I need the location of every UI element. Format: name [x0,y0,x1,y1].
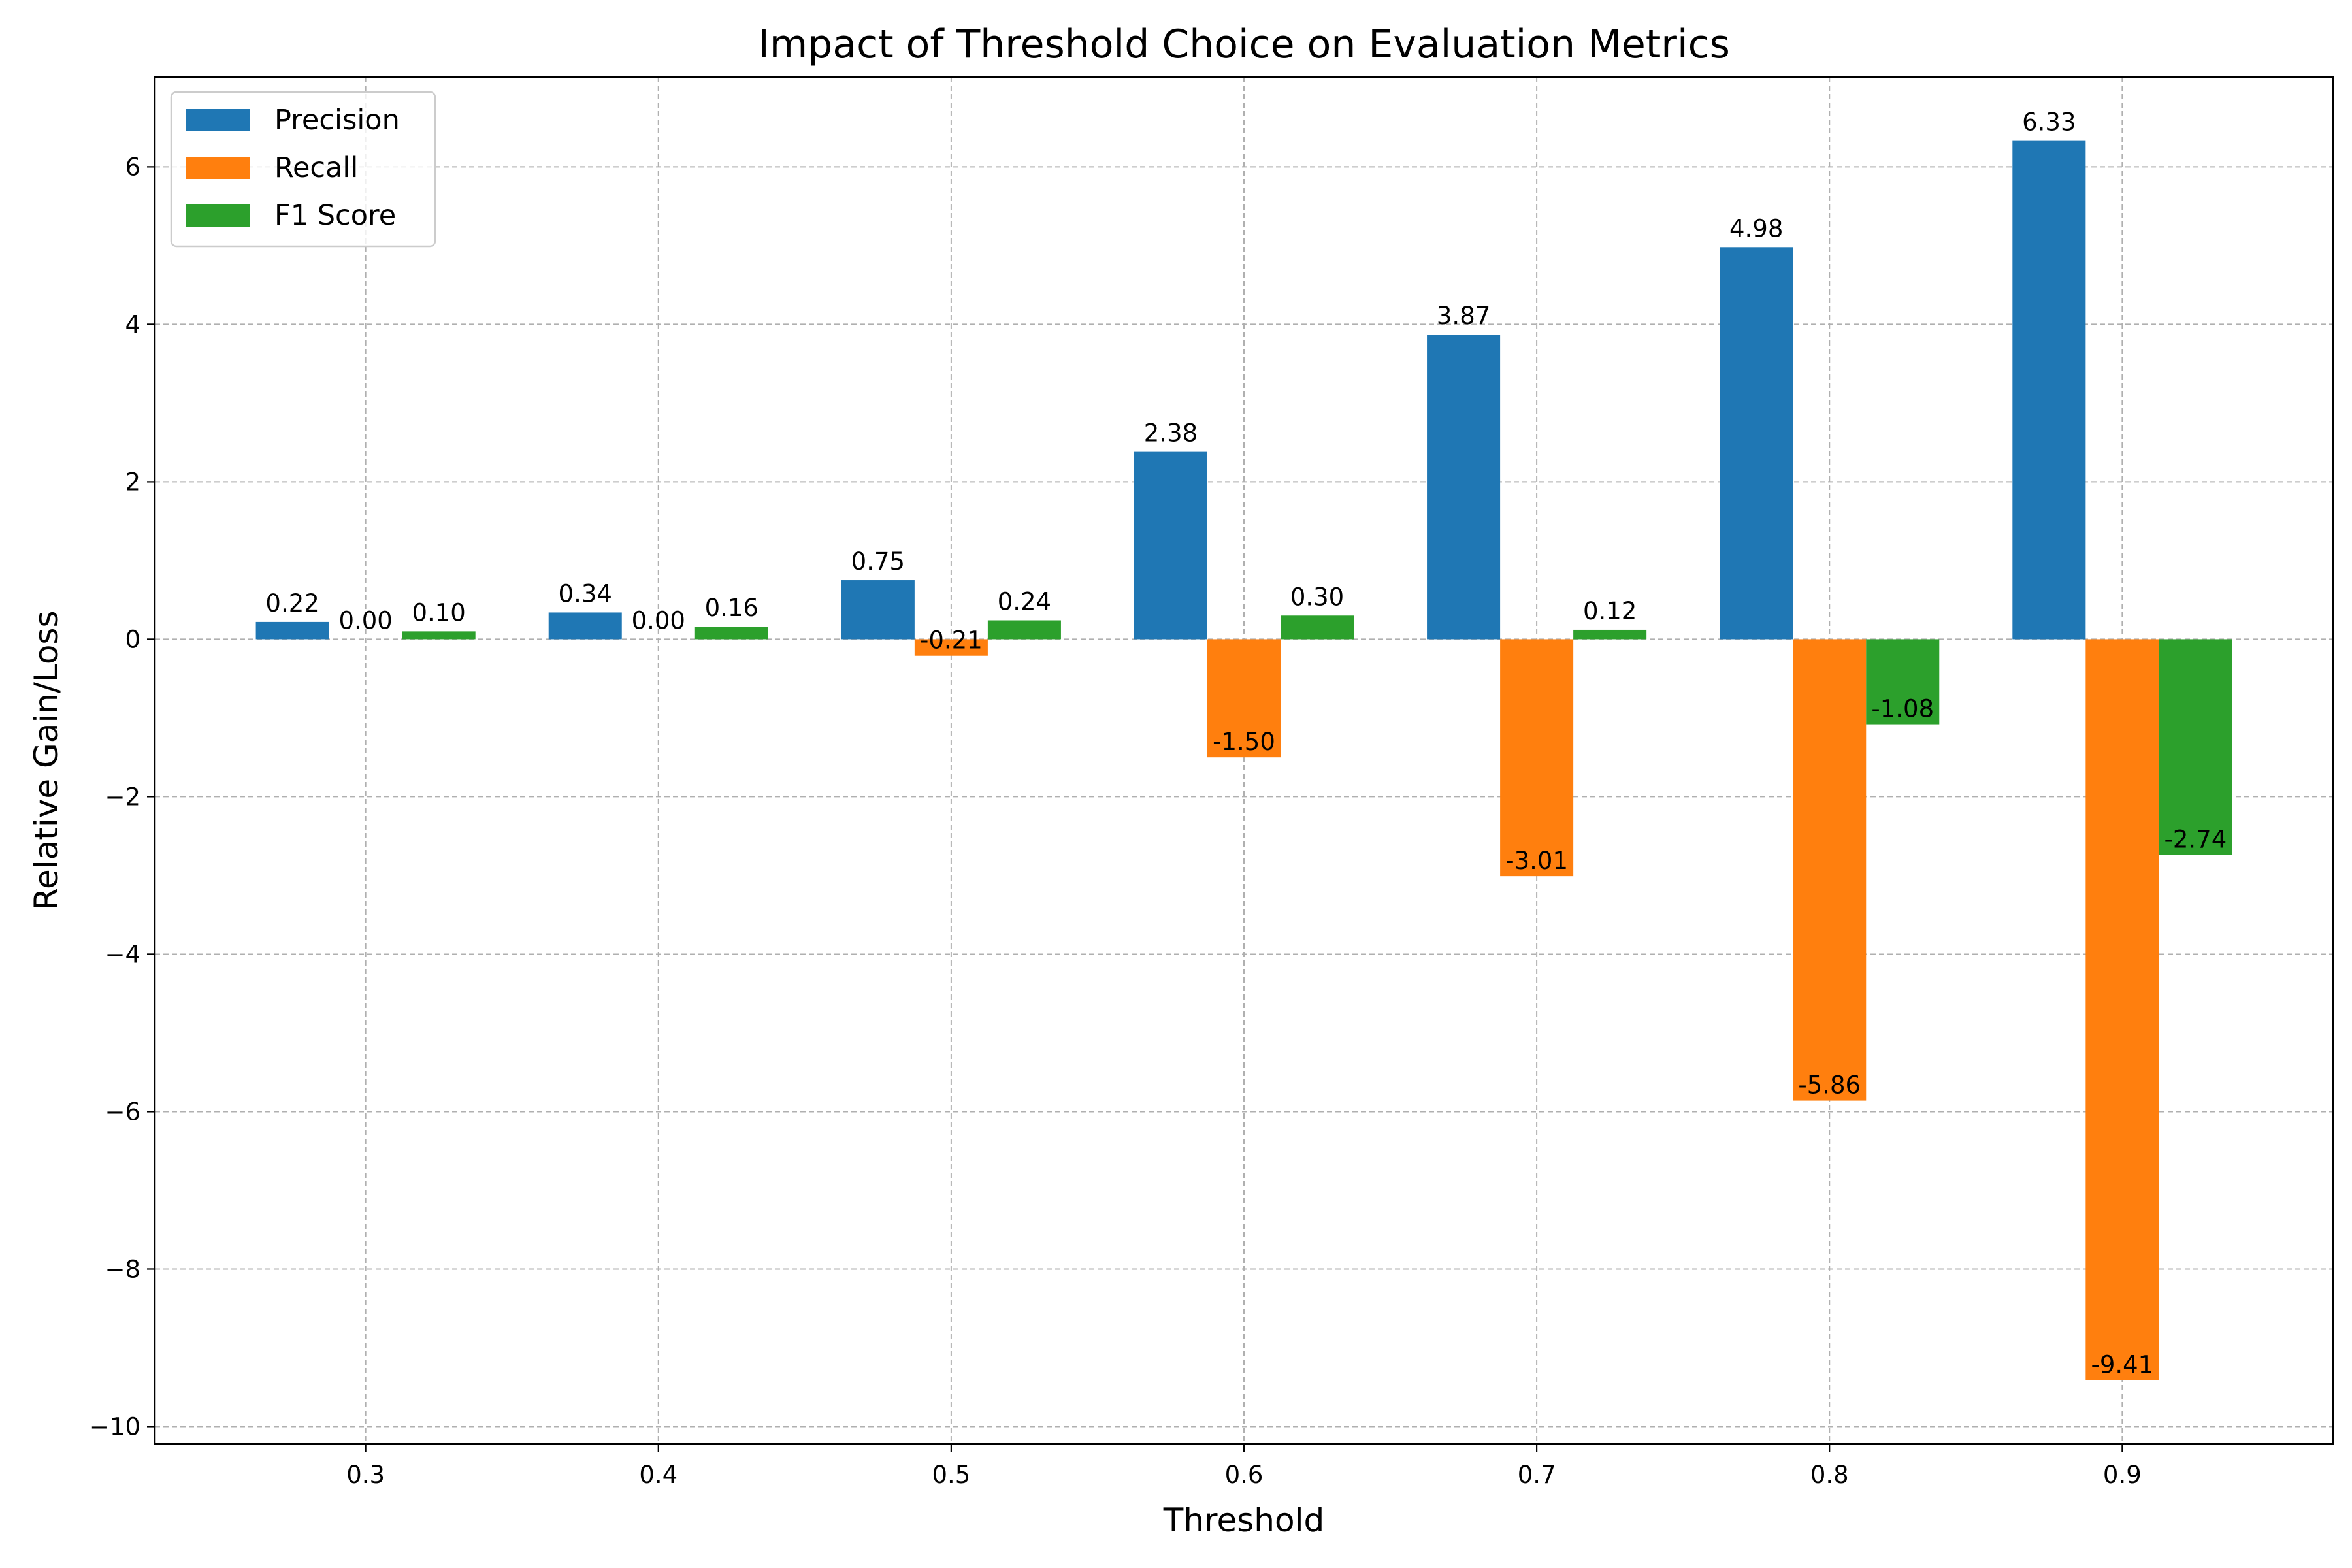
data-label: 6.33 [2022,108,2076,137]
y-tick-label: −8 [105,1255,140,1283]
data-label: 0.30 [1290,583,1344,611]
axis-ticks: −10 −8 −6 −4 −2 0 2 4 6 0.3 0.4 0.5 0.6 0.7 0.8 0.9 [90,153,2142,1489]
bar-precision [1134,451,1207,640]
bar-recall [1793,639,1867,1101]
bars [255,140,2232,1380]
y-tick-label: 2 [125,468,140,496]
bar-recall [1207,639,1281,758]
y-tick-label: 6 [125,153,140,181]
legend-swatch [186,204,250,227]
y-tick-label: 0 [125,625,140,653]
data-label: 0.12 [1583,597,1637,625]
data-label: -1.08 [1871,695,1934,723]
bar-f1-score [2159,639,2232,855]
data-label: 0.00 [338,606,392,634]
data-label: 0.34 [559,580,612,608]
data-labels: 0.22 0.34 0.75 2.38 3.87 4.98 6.33 0.00 0.00 -0.2… [265,108,2227,1379]
bar-precision [548,612,622,640]
data-label: 0.00 [632,606,685,634]
bar-f1-score [694,627,768,640]
legend-swatch [186,157,250,179]
x-tick-label: 0.7 [1518,1461,1556,1489]
data-label: 0.22 [265,589,319,617]
x-tick-label: 0.3 [346,1461,385,1489]
bar-recall [914,639,988,656]
data-label: 0.10 [412,598,465,627]
x-tick-label: 0.5 [932,1461,970,1489]
bar-precision [255,621,329,640]
data-label: -0.21 [920,627,983,655]
legend: Precision Recall F1 Score [170,91,436,248]
data-label: -3.01 [1505,847,1568,875]
legend-label: Precision [274,104,400,137]
x-tick-label: 0.9 [2103,1461,2142,1489]
bar-f1-score [1281,615,1354,640]
bar-f1-score [1573,629,1647,640]
bar-recall [1500,639,1574,877]
bar-recall [2085,639,2159,1380]
bar-f1-score [1866,639,1940,725]
bar-f1-score [402,631,476,640]
data-label: 0.24 [998,587,1051,615]
bar-f1-score [987,620,1061,640]
legend-label: F1 Score [274,199,396,232]
y-tick-label: 4 [125,310,140,338]
x-tick-label: 0.6 [1225,1461,1264,1489]
data-label: 2.38 [1144,419,1198,448]
bar-precision [1720,247,1793,640]
chart-title: Impact of Threshold Choice on Evaluation… [758,22,1730,67]
data-label: -9.41 [2091,1350,2153,1379]
x-tick-label: 0.8 [1810,1461,1849,1489]
x-tick-label: 0.4 [639,1461,678,1489]
y-tick-label: −4 [105,940,140,968]
data-label: -5.86 [1798,1071,1861,1100]
y-tick-label: −10 [90,1413,140,1441]
bar-precision [841,580,915,640]
x-axis-title: Threshold [1163,1501,1324,1539]
y-tick-label: −6 [105,1098,140,1126]
bar-precision [2012,140,2086,640]
bar-precision [1427,335,1501,640]
y-tick-label: −2 [105,783,140,811]
data-label: -2.74 [2164,826,2227,854]
legend-label: Recall [274,152,358,184]
y-axis-title: Relative Gain/Loss [27,610,65,910]
data-label: 0.75 [851,547,905,576]
data-label: 0.16 [705,594,759,622]
data-label: 4.98 [1729,214,1783,242]
legend-swatch [186,109,250,131]
data-label: 3.87 [1437,302,1490,330]
data-label: -1.50 [1213,728,1275,756]
